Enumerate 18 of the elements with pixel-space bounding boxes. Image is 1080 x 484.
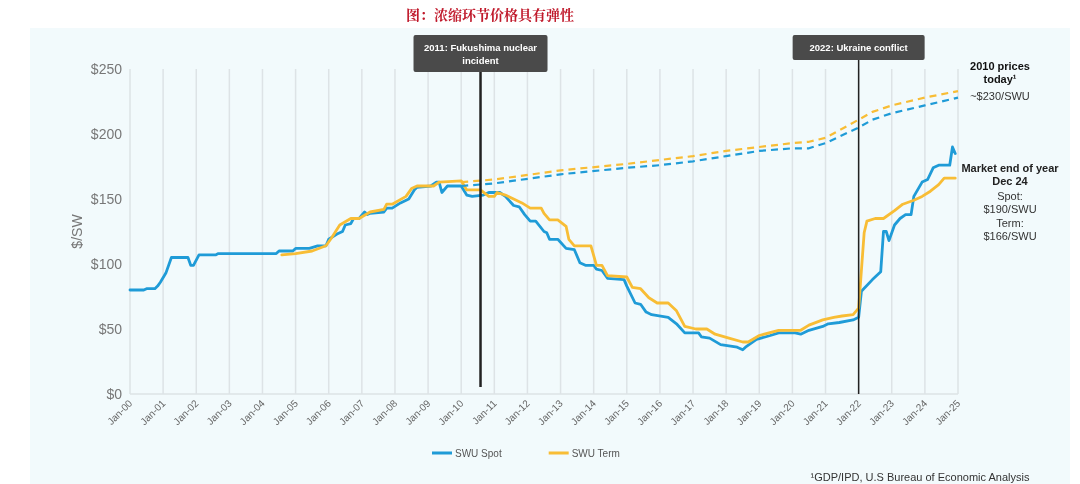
text: Spot: $190/SWU — [983, 190, 1037, 215]
text: Market end of year Dec 24 — [961, 162, 1060, 187]
chart-title: 图：浓缩环节价格具有弹性 — [406, 4, 574, 24]
y-tick-label: $100 — [90, 256, 123, 272]
y-tick-label: $250 — [90, 61, 123, 77]
legend-label: SWU Term — [571, 448, 620, 459]
text: Term: $166/SWU — [983, 217, 1037, 242]
text: ~$230/SWU — [970, 90, 1030, 102]
ref-line-label: 2011: Fukushima nuclear incident — [424, 42, 538, 66]
y-tick-label: $50 — [98, 321, 123, 337]
ref-line-label: 2022: Ukraine conflict — [809, 42, 909, 53]
text: ¹GDP/IPD, U.S Bureau of Economic Analysis — [810, 471, 1030, 483]
legend-label: SWU Spot — [455, 448, 502, 459]
y-axis-title: $/SW — [69, 213, 85, 249]
y-tick-label: $0 — [106, 386, 123, 402]
text: 2010 prices today¹ — [970, 60, 1030, 85]
y-tick-label: $200 — [90, 126, 123, 142]
y-tick-label: $150 — [90, 191, 123, 207]
